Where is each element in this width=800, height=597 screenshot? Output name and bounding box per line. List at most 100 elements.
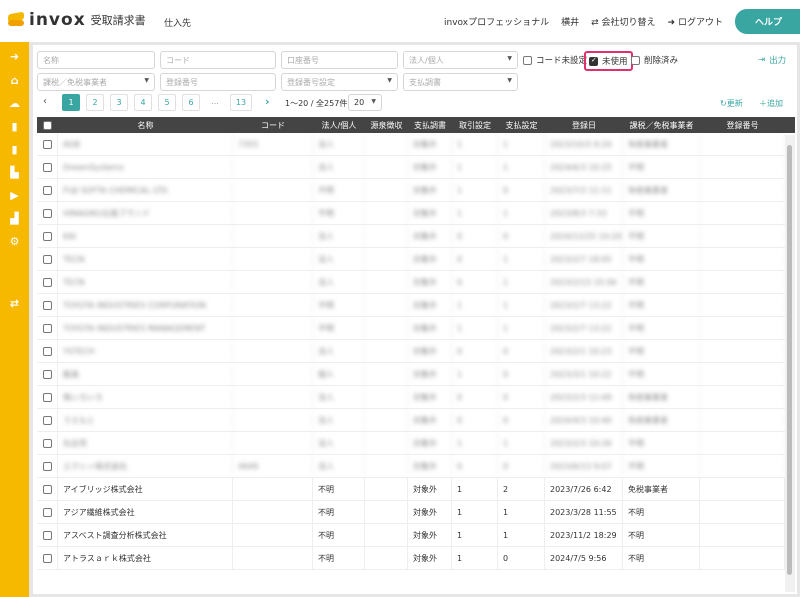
logo[interactable]: invox 受取請求書 [8, 10, 146, 30]
column-header[interactable]: 登録日 [572, 120, 596, 130]
table-row[interactable]: FUJI SOFTA CHEMICAL LTD. 不明 対象外 1 0 2023/7/3 … [37, 179, 795, 202]
table-row[interactable]: TECN 法人 対象外 0 1 2023/2/7 18:05 不明 [37, 248, 795, 271]
account-filter[interactable]: 口座番号 [281, 51, 398, 69]
export-button[interactable]: ⇥ 出力 [758, 54, 786, 66]
logout-button[interactable]: ➜ ログアウト [668, 15, 723, 28]
row-checkbox[interactable] [42, 277, 52, 287]
table-row[interactable]: 飯島 個人 対象外 1 0 2023/3/1 10:22 不明 [37, 363, 795, 386]
row-checkbox[interactable] [42, 530, 52, 540]
payment-report-select[interactable]: 支払調書 ▼ [403, 73, 518, 91]
cloud-upload-icon[interactable]: ☁ [9, 97, 20, 110]
table-row[interactable]: 株いろいろ 法人 対象外 0 0 2023/2/3 12:49 免税事業者 [37, 386, 795, 409]
table-row[interactable]: DreamSystems 法人 対象外 1 1 2024/6/3 10:25 不明 [37, 156, 795, 179]
document-export-icon[interactable]: ▶ [10, 189, 19, 202]
column-header[interactable]: 登録番号 [726, 120, 759, 130]
switch-company-button[interactable]: ⇄ 会社切り替え [591, 15, 655, 28]
row-checkbox[interactable] [42, 346, 52, 356]
cell [233, 524, 313, 546]
table-row[interactable]: YSTECH 法人 対象外 0 0 2023/2/1 10:23 不明 [37, 340, 795, 363]
row-checkbox[interactable] [42, 139, 52, 149]
code-unset-checkbox[interactable]: コード未設定 [523, 54, 587, 66]
checkbox[interactable] [523, 55, 532, 65]
buildings-icon[interactable]: ▙ [10, 166, 19, 179]
column-header[interactable]: コード [261, 120, 285, 130]
deleted-checkbox[interactable]: 削除済み [631, 54, 678, 66]
page-button[interactable]: 6 [182, 94, 200, 111]
code-filter[interactable]: コード [160, 51, 276, 69]
name-filter[interactable]: 名称 [37, 51, 155, 69]
refresh-button[interactable]: ↻更新 [720, 98, 743, 109]
table-row[interactable]: アジア繊維株式会社 不明 対象外 1 1 2023/3/28 11:55 不明 [37, 501, 795, 524]
document-icon[interactable]: ▮ [11, 120, 18, 133]
row-checkbox[interactable] [42, 461, 52, 471]
row-checkbox[interactable] [42, 438, 52, 448]
cell: 不明 [623, 547, 700, 569]
table-scrollbar[interactable] [785, 135, 795, 592]
unused-checkbox[interactable]: 未使用 [584, 51, 633, 71]
home-icon[interactable]: ⌂ [10, 74, 19, 87]
page-button[interactable]: 2 [86, 94, 104, 111]
row-checkbox[interactable] [42, 323, 52, 333]
cell: 1 [452, 133, 498, 155]
gear-icon[interactable]: ⚙ [9, 235, 20, 248]
scrollbar-thumb[interactable] [787, 145, 792, 575]
row-checkbox[interactable] [42, 369, 52, 379]
help-button[interactable]: ヘルプ [734, 9, 800, 34]
cell: 1 [498, 501, 545, 523]
table-row[interactable]: AGB 7355 法人 対象外 1 1 2023/10/3 9:20 免税事業者 [37, 133, 795, 156]
arrow-right-circle-icon[interactable]: ➜ [9, 50, 20, 63]
page-button[interactable]: 4 [134, 94, 152, 111]
tax-select[interactable]: 課税／免税事業者 ▼ [37, 73, 155, 91]
row-checkbox[interactable] [42, 231, 52, 241]
table-row[interactable]: アトラスａｒｋ株式会社 不明 対象外 1 0 2024/7/5 9:56 不明 [37, 547, 795, 570]
next-page-button[interactable]: › [265, 95, 270, 108]
switch-icon[interactable]: ⇄ [9, 297, 20, 310]
row-checkbox[interactable] [42, 185, 52, 195]
table-row[interactable]: 丸住宅 法人 対象外 1 1 2023/2/3 10:26 不明 [37, 432, 795, 455]
page-button[interactable]: 1 [62, 94, 80, 111]
column-header[interactable]: 法人/個人 [321, 120, 357, 130]
row-checkbox[interactable] [42, 392, 52, 402]
table-row[interactable]: TOYOTA INDUSTRIES CORPORATION 不明 対象外 1 1 2023… [37, 294, 795, 317]
row-checkbox[interactable] [42, 415, 52, 425]
select-all-checkbox[interactable] [43, 120, 52, 130]
table-row[interactable]: HINAGIKU企画ブランド 不明 対象外 1 1 2023/8/3 7:33 不明 [37, 202, 795, 225]
table-row[interactable]: アスベスト調査分析株式会社 不明 対象外 1 1 2023/11/2 18:29 不明 [37, 524, 795, 547]
reg-setting-select[interactable]: 登録番号設定 ▼ [281, 73, 398, 91]
column-header[interactable]: 支払調書 [414, 120, 446, 130]
row-checkbox[interactable] [42, 484, 52, 494]
page-button[interactable]: 13 [230, 94, 252, 111]
row-checkbox[interactable] [42, 162, 52, 172]
table-row[interactable]: KAI 法人 対象外 0 0 2024/12/25 10:20 不明 [37, 225, 795, 248]
table-row[interactable]: TECN 法人 対象外 0 1 2023/2/13 15:56 不明 [37, 271, 795, 294]
column-header[interactable]: 名称 [137, 120, 154, 130]
column-header[interactable]: 支払設定 [505, 120, 538, 130]
entity-select[interactable]: 法人/個人 ▼ [403, 51, 518, 69]
cell: 0 [452, 271, 498, 293]
cell: FUJI SOFTA CHEMICAL LTD. [58, 179, 233, 201]
column-header[interactable]: 源泉徴収 [370, 120, 403, 130]
row-checkbox[interactable] [42, 300, 52, 310]
column-header[interactable]: 取引設定 [459, 120, 491, 130]
page-button[interactable]: 3 [110, 94, 128, 111]
table-row[interactable]: TOYOTA INDUSTRIES MANAGEMENT 不明 対象外 1 1 2023/… [37, 317, 795, 340]
caret-down-icon: ▼ [144, 77, 149, 84]
document-alt-icon[interactable]: ▮ [11, 143, 18, 156]
row-checkbox[interactable] [42, 553, 52, 563]
checkbox-checked[interactable] [589, 56, 598, 66]
row-checkbox[interactable] [42, 507, 52, 517]
add-button[interactable]: ＋追加 [759, 98, 783, 109]
column-header[interactable]: 課税／免税事業者 [629, 120, 694, 130]
prev-page-button[interactable]: ‹ [43, 96, 47, 107]
per-page-select[interactable]: 20 ▼ [348, 94, 382, 111]
table-row[interactable]: アイブリッジ株式会社 不明 対象外 1 2 2023/7/26 6:42 免税事業者 [37, 478, 795, 501]
table-row[interactable]: うえもと 法人 対象外 0 0 2024/4/3 10:40 免税事業者 [37, 409, 795, 432]
row-checkbox[interactable] [42, 254, 52, 264]
row-checkbox[interactable] [42, 208, 52, 218]
reg-no-filter[interactable]: 登録番号 [160, 73, 276, 91]
chart-icon[interactable]: ▟ [10, 212, 19, 225]
checkbox[interactable] [631, 55, 640, 65]
page-button[interactable]: 5 [158, 94, 176, 111]
table-row[interactable]: エクシィ株式会社 4649 法人 対象外 0 0 2023/6/13 9:07 不明 [37, 455, 795, 478]
cell: 0 [498, 547, 545, 569]
